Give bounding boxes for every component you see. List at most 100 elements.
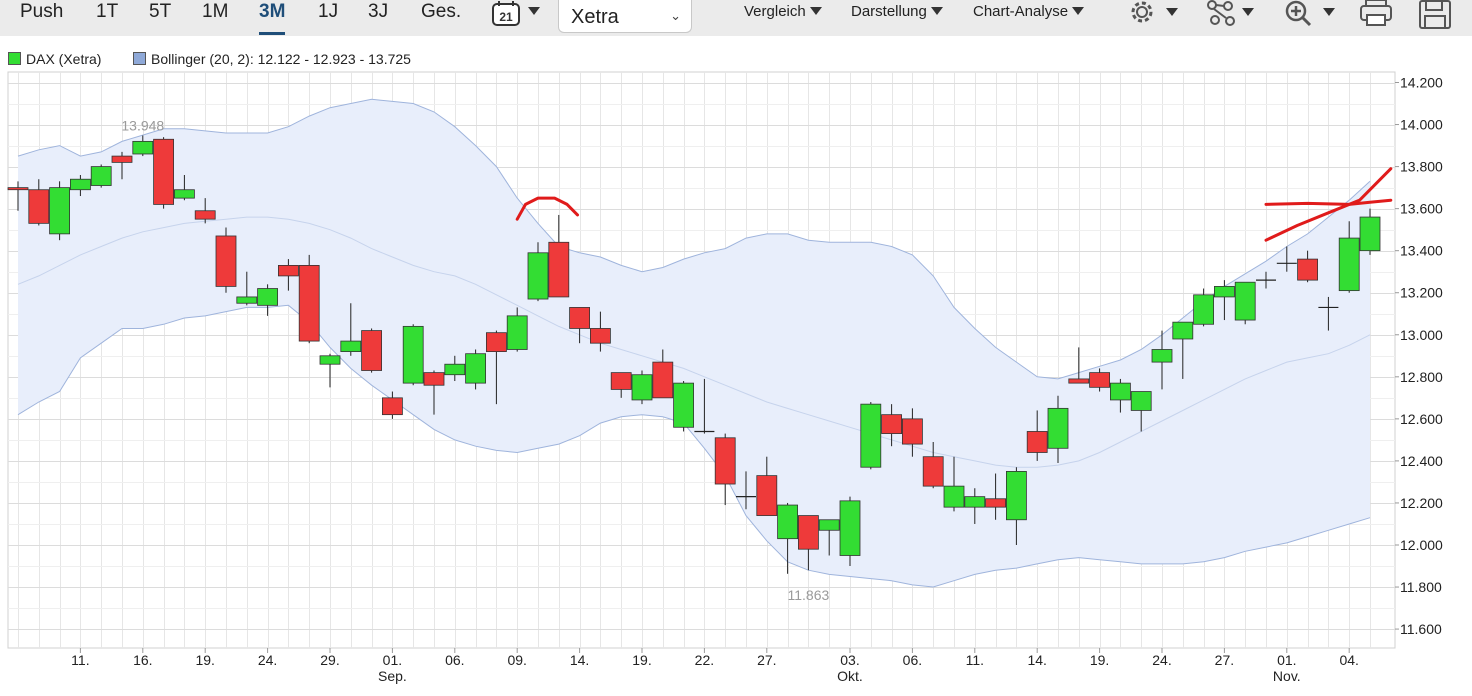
candle-body — [798, 515, 819, 550]
bollinger-upper-line — [17, 98, 1371, 380]
candle-body — [444, 363, 466, 376]
candle — [1006, 467, 1027, 545]
candle-body — [1151, 349, 1173, 363]
candle-body — [70, 178, 91, 191]
y-tick-label: 14.200 — [1400, 75, 1443, 91]
range-1j-tab[interactable]: 1J — [318, 1, 339, 22]
candle — [340, 303, 362, 356]
candle-body — [465, 353, 487, 384]
candle-body — [1110, 382, 1131, 401]
legend-item-bollinger[interactable]: Bollinger (20, 2): 12.122 - 12.923 - 13.… — [133, 51, 411, 67]
candle — [215, 227, 237, 293]
y-tick-label: 12.600 — [1400, 411, 1443, 427]
candle-body — [381, 397, 403, 416]
candle — [736, 471, 756, 510]
candle-body — [132, 140, 154, 155]
candle — [1214, 280, 1235, 321]
y-tick-label: 12.400 — [1400, 453, 1443, 469]
print-button[interactable] — [1359, 0, 1397, 30]
candle-body — [506, 315, 528, 350]
range-5t-tab[interactable]: 5T — [149, 1, 172, 22]
axes: 13.948 11.863 14.200 14.000 13.800 13.600 13.4… — [71, 75, 1443, 684]
candle-body — [548, 241, 570, 298]
candle — [610, 372, 632, 398]
candle — [381, 391, 403, 419]
toolbar: Push 1T 5T 1M 3M 1J 3J Ges. 21 Xetra ⌄ V… — [0, 0, 1472, 36]
legend-item-dax[interactable]: DAX (Xetra) — [8, 51, 101, 67]
x-tick-label: 16. — [133, 652, 152, 668]
exchange-select[interactable]: Xetra ⌄ — [558, 0, 692, 33]
candle-body — [49, 187, 70, 235]
chart-analysis-menu-label: Chart-Analyse — [973, 3, 1069, 20]
candle — [1089, 368, 1110, 392]
candle-body — [7, 187, 29, 191]
candle-body — [1214, 286, 1235, 298]
candle — [1130, 391, 1152, 432]
candle-body — [298, 265, 320, 342]
x-tick-label: 22. — [695, 652, 714, 668]
candle-body — [714, 437, 736, 485]
zoom-in-icon — [1285, 0, 1335, 27]
candle-body — [631, 374, 653, 401]
candle-body — [173, 189, 195, 199]
x-tick-label: 29. — [320, 652, 339, 668]
candle-body — [527, 252, 549, 300]
calendar-button[interactable]: 21 — [491, 0, 543, 30]
candle-body — [1130, 391, 1152, 411]
y-tick-label: 13.600 — [1400, 201, 1443, 217]
candle — [465, 349, 487, 390]
chart-analysis-menu[interactable]: Chart-Analyse — [973, 2, 1085, 22]
candle — [839, 496, 861, 567]
x-tick-label: 09. — [507, 652, 526, 668]
range-3j-tab[interactable]: 3J — [368, 1, 389, 22]
candle — [714, 433, 736, 506]
x-tick-label: 19. — [1090, 652, 1109, 668]
range-ges-tab[interactable]: Ges. — [421, 1, 462, 22]
candle-body — [610, 372, 632, 390]
print-icon — [1360, 0, 1392, 26]
range-1t-tab[interactable]: 1T — [96, 1, 119, 22]
network-button[interactable] — [1206, 0, 1262, 30]
candle-body — [1338, 237, 1360, 292]
candle — [694, 378, 715, 434]
candle — [964, 488, 986, 524]
range-1m-tab[interactable]: 1M — [202, 1, 229, 22]
y-tick-label: 13.400 — [1400, 243, 1443, 259]
x-tick-label: 04. — [1339, 652, 1358, 668]
display-menu[interactable]: Darstellung — [851, 2, 943, 22]
candle — [70, 175, 91, 197]
candle-body — [860, 403, 882, 468]
settings-button[interactable] — [1126, 0, 1184, 30]
range-3m-tab[interactable]: 3M — [259, 0, 286, 35]
candles — [7, 135, 1381, 574]
bollinger-lower-line — [17, 304, 1371, 588]
candle — [236, 271, 258, 306]
candle-body — [1089, 372, 1110, 388]
x-tick-label: 19. — [195, 652, 214, 668]
range-push-tab[interactable]: Push — [20, 1, 64, 22]
legend-swatch-bollinger — [133, 52, 146, 65]
bollinger-bands — [17, 98, 1371, 588]
zoom-button[interactable] — [1282, 0, 1340, 30]
candle-body — [153, 138, 175, 205]
candle — [798, 515, 819, 571]
network-icon — [1207, 0, 1254, 26]
y-tick-label: 12.200 — [1400, 495, 1443, 511]
x-tick-label: 11. — [71, 652, 89, 668]
candle — [777, 502, 798, 574]
low-annotation: 11.863 — [788, 587, 830, 603]
legend-label-dax: DAX (Xetra) — [26, 51, 102, 67]
candle-body — [1297, 258, 1318, 281]
candle — [257, 284, 279, 316]
candle — [361, 328, 383, 373]
compare-menu[interactable]: Vergleich — [744, 2, 822, 22]
candle — [506, 307, 528, 352]
bollinger-middle-line — [17, 216, 1371, 468]
candle — [28, 179, 50, 226]
candle — [673, 381, 694, 432]
candle — [922, 441, 944, 489]
y-tick-label: 11.800 — [1400, 579, 1442, 595]
candle-body — [1068, 378, 1090, 384]
save-button[interactable] — [1418, 0, 1458, 30]
y-tick-label: 12.800 — [1400, 369, 1443, 385]
